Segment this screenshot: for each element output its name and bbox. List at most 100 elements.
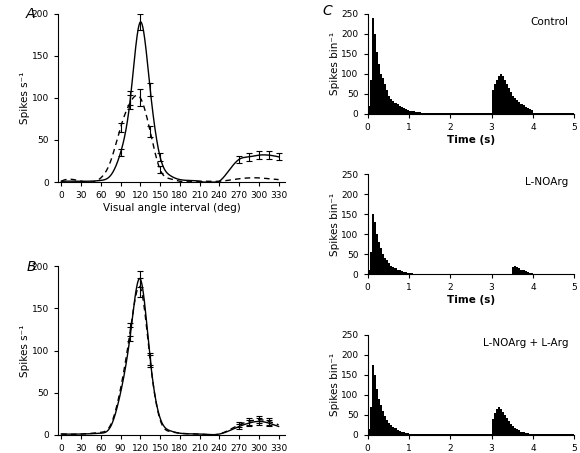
Bar <box>531 434 533 435</box>
Bar <box>390 265 393 275</box>
Bar <box>494 84 496 114</box>
Bar <box>413 434 415 435</box>
Bar <box>374 375 376 435</box>
Text: B: B <box>26 260 36 274</box>
Bar <box>405 433 407 435</box>
Bar <box>405 272 407 275</box>
Bar <box>516 267 519 275</box>
Bar <box>525 271 527 275</box>
Bar <box>369 80 372 114</box>
Bar <box>436 113 438 114</box>
Y-axis label: Spikes s⁻¹: Spikes s⁻¹ <box>20 324 30 377</box>
Bar <box>403 433 405 435</box>
Bar <box>394 429 397 435</box>
Bar <box>382 78 384 114</box>
Bar <box>519 102 520 114</box>
Bar <box>398 431 401 435</box>
Bar <box>415 274 417 275</box>
Bar <box>514 265 516 275</box>
Bar <box>432 113 434 114</box>
Y-axis label: Spikes bin⁻¹: Spikes bin⁻¹ <box>330 32 340 95</box>
Bar <box>496 409 498 435</box>
Bar <box>514 428 516 435</box>
Bar <box>531 110 533 114</box>
Bar <box>419 112 421 114</box>
Bar <box>426 113 427 114</box>
Bar <box>397 104 398 114</box>
Bar <box>394 103 397 114</box>
Bar <box>498 76 500 114</box>
Text: C: C <box>322 4 332 18</box>
Bar <box>508 421 510 435</box>
Bar <box>531 273 533 275</box>
Bar <box>409 273 411 275</box>
Bar <box>374 34 376 114</box>
Bar <box>407 273 409 275</box>
Bar <box>506 84 508 114</box>
Bar <box>498 407 500 435</box>
Bar <box>527 272 529 275</box>
Bar <box>409 111 411 114</box>
Bar <box>502 76 504 114</box>
Text: L-NOArg + L-Arg: L-NOArg + L-Arg <box>483 337 568 347</box>
Bar <box>427 113 430 114</box>
Bar <box>502 412 504 435</box>
Bar <box>523 270 525 275</box>
Bar <box>401 432 403 435</box>
Bar <box>510 424 512 435</box>
Bar <box>413 274 415 275</box>
Bar <box>376 52 378 114</box>
Bar <box>494 413 496 435</box>
Bar <box>386 90 388 114</box>
Bar <box>401 106 403 114</box>
Bar <box>393 101 394 114</box>
Bar <box>376 234 378 275</box>
Bar <box>384 258 386 275</box>
Bar <box>393 427 394 435</box>
Bar <box>411 273 413 275</box>
Bar <box>520 104 523 114</box>
Bar <box>386 419 388 435</box>
Bar <box>376 389 378 435</box>
Bar <box>500 74 502 114</box>
Bar <box>368 429 369 435</box>
Bar <box>380 74 382 114</box>
Bar <box>407 110 409 114</box>
Bar <box>519 430 520 435</box>
Bar <box>403 108 405 114</box>
Bar <box>529 434 531 435</box>
Bar <box>527 433 529 435</box>
Bar <box>514 98 516 114</box>
Bar <box>374 222 376 275</box>
Bar <box>520 270 523 275</box>
X-axis label: Time (s): Time (s) <box>447 295 495 305</box>
Bar <box>378 399 380 435</box>
Bar <box>496 80 498 114</box>
Bar <box>492 90 494 114</box>
Bar <box>442 113 444 114</box>
Bar <box>372 365 374 435</box>
Bar <box>384 415 386 435</box>
Bar <box>417 274 419 275</box>
Bar <box>523 433 525 435</box>
Bar <box>529 109 531 114</box>
Bar <box>512 426 514 435</box>
Bar <box>378 64 380 114</box>
Bar <box>409 434 411 435</box>
Bar <box>368 270 369 275</box>
Y-axis label: Spikes bin⁻¹: Spikes bin⁻¹ <box>330 193 340 256</box>
Bar <box>384 84 386 114</box>
Bar <box>369 407 372 435</box>
Bar <box>388 423 390 435</box>
Bar <box>510 92 512 114</box>
Bar <box>434 113 436 114</box>
Bar <box>516 100 519 114</box>
Bar <box>430 113 432 114</box>
Bar <box>405 109 407 114</box>
Bar <box>372 214 374 275</box>
Bar <box>520 432 523 435</box>
Y-axis label: Spikes bin⁻¹: Spikes bin⁻¹ <box>330 353 340 416</box>
Bar <box>398 270 401 275</box>
Bar <box>417 112 419 114</box>
Bar <box>369 252 372 275</box>
